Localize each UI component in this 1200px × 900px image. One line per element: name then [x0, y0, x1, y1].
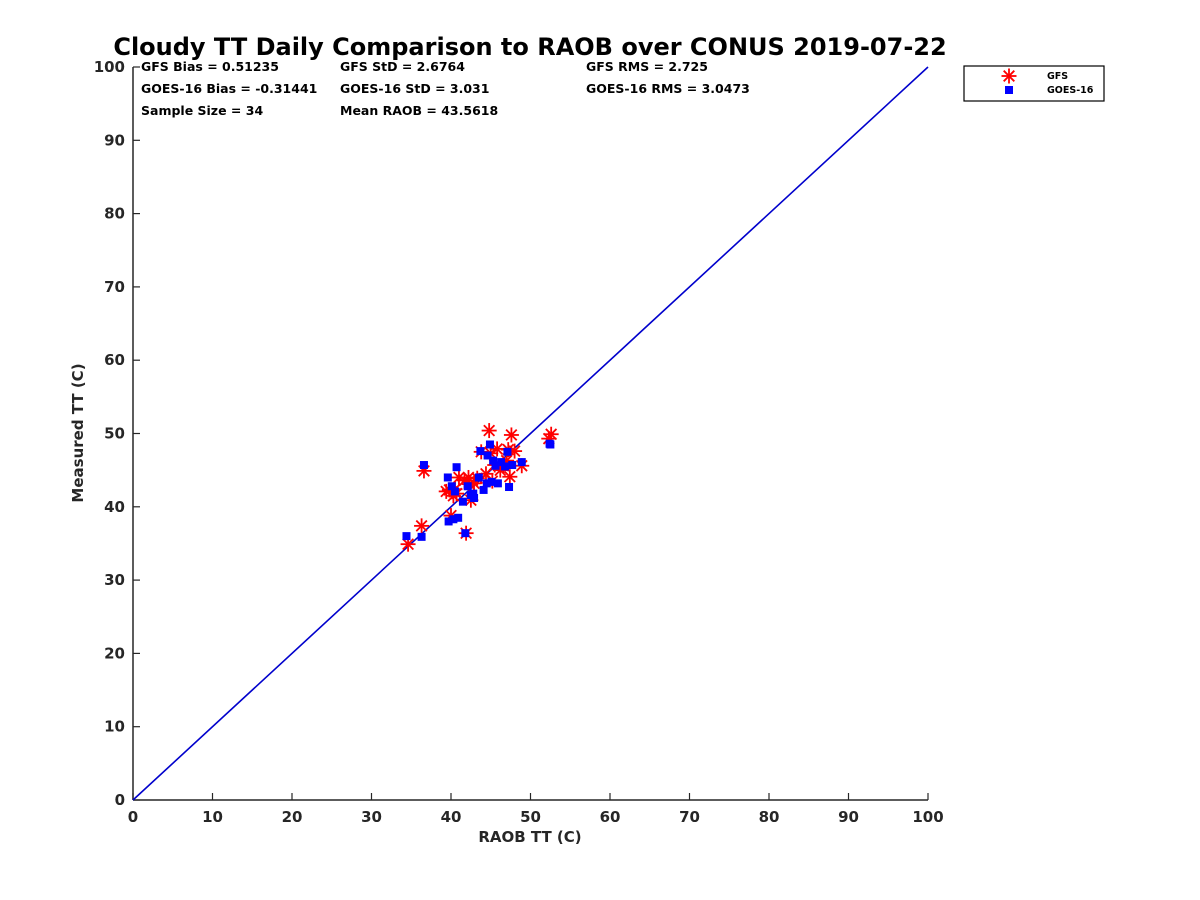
- y-tick-label: 100: [94, 58, 125, 76]
- goes16-point: [493, 479, 502, 488]
- goes16-point: [487, 477, 496, 486]
- legend-goes-label: GOES-16: [1047, 85, 1094, 96]
- chart-title: Cloudy TT Daily Comparison to RAOB over …: [113, 33, 946, 61]
- gfs-point: [414, 518, 430, 534]
- stat-goes-std: GOES-16 StD = 3.031: [340, 81, 489, 96]
- goes16-point: [452, 463, 461, 472]
- one-to-one-line: [132, 66, 929, 801]
- legend-goes-symbol: [1005, 86, 1013, 94]
- legend-gfs-label: GFS: [1047, 71, 1068, 82]
- x-tick-label: 20: [282, 808, 303, 826]
- goes16-point: [505, 483, 514, 492]
- gfs-point: [460, 469, 476, 485]
- goes16-point: [491, 461, 500, 470]
- goes16-point: [454, 513, 463, 522]
- x-tick-label: 60: [600, 808, 621, 826]
- gfs-point: [543, 426, 559, 442]
- goes16-point: [546, 440, 555, 449]
- goes16-point: [497, 458, 506, 467]
- legend-goes-marker: [1005, 86, 1013, 94]
- x-tick-label: 10: [202, 808, 223, 826]
- goes16-point: [483, 451, 492, 460]
- x-tick-label: 0: [128, 808, 138, 826]
- goes16-point: [503, 447, 512, 456]
- goes16-point: [417, 532, 426, 541]
- stat-goes-bias: GOES-16 Bias = -0.31441: [141, 81, 317, 96]
- x-tick-label: 70: [679, 808, 700, 826]
- y-tick-label: 70: [104, 278, 125, 296]
- goes16-point: [419, 461, 428, 470]
- gfs-point: [503, 427, 519, 443]
- x-tick-label: 90: [838, 808, 859, 826]
- goes16-point: [476, 447, 485, 456]
- goes16-point: [501, 462, 510, 471]
- y-tick-label: 20: [104, 644, 125, 662]
- stat-gfs-bias: GFS Bias = 0.51235: [141, 59, 279, 74]
- legend-box: [963, 65, 1105, 102]
- goes16-point: [489, 456, 498, 465]
- goes16-point: [485, 440, 494, 449]
- goes16-point: [482, 479, 491, 488]
- stat-gfs-rms: GFS RMS = 2.725: [586, 59, 708, 74]
- goes16-point: [450, 487, 459, 496]
- x-ticks: 0 10 20 30 40 50 60 70 80 90 100: [128, 793, 944, 826]
- x-tick-label: 80: [759, 808, 780, 826]
- stat-goes-rms: GOES-16 RMS = 3.0473: [586, 81, 750, 96]
- legend-gfs-marker: [1001, 68, 1017, 84]
- gfs-point: [481, 423, 497, 439]
- y-tick-label: 30: [104, 571, 125, 589]
- y-tick-label: 80: [104, 205, 125, 223]
- y-tick-label: 90: [104, 131, 125, 149]
- y-tick-label: 10: [104, 718, 125, 736]
- x-tick-label: 30: [361, 808, 382, 826]
- x-tick-label: 50: [520, 808, 541, 826]
- goes16-point: [447, 482, 456, 491]
- goes16-point: [474, 473, 483, 482]
- data-points: [400, 423, 559, 552]
- goes16-point: [402, 532, 411, 541]
- gfs-point: [502, 469, 518, 485]
- goes16-point: [508, 461, 517, 470]
- goes16-point: [461, 529, 470, 538]
- goes16-point: [458, 497, 467, 506]
- goes16-point: [470, 494, 479, 503]
- y-tick-label: 0: [115, 791, 125, 809]
- x-tick-label: 100: [912, 808, 943, 826]
- goes16-point: [443, 473, 452, 482]
- y-tick-label: 60: [104, 351, 125, 369]
- goes16-point: [469, 489, 478, 498]
- goes16-point: [449, 515, 458, 524]
- goes16-point: [444, 517, 453, 526]
- y-ticks: 0 10 20 30 40 50 60 70 80 90 100: [94, 58, 140, 809]
- x-tick-label: 40: [441, 808, 462, 826]
- stats-block: GFS Bias = 0.51235 GFS StD = 2.6764 GFS …: [141, 59, 750, 118]
- x-axis-label: RAOB TT (C): [478, 828, 581, 846]
- goes16-point: [479, 485, 488, 494]
- goes16-point: [463, 482, 472, 491]
- goes16-point: [517, 458, 526, 467]
- y-tick-label: 40: [104, 498, 125, 516]
- y-tick-label: 50: [104, 425, 125, 443]
- stat-mean-raob: Mean RAOB = 43.5618: [340, 103, 498, 118]
- stat-sample-size: Sample Size = 34: [141, 103, 263, 118]
- y-axis-label: Measured TT (C): [69, 363, 87, 502]
- stat-gfs-std: GFS StD = 2.6764: [340, 59, 465, 74]
- legend: GFS GOES-16: [963, 65, 1105, 102]
- legend-gfs-symbol: [1001, 68, 1017, 84]
